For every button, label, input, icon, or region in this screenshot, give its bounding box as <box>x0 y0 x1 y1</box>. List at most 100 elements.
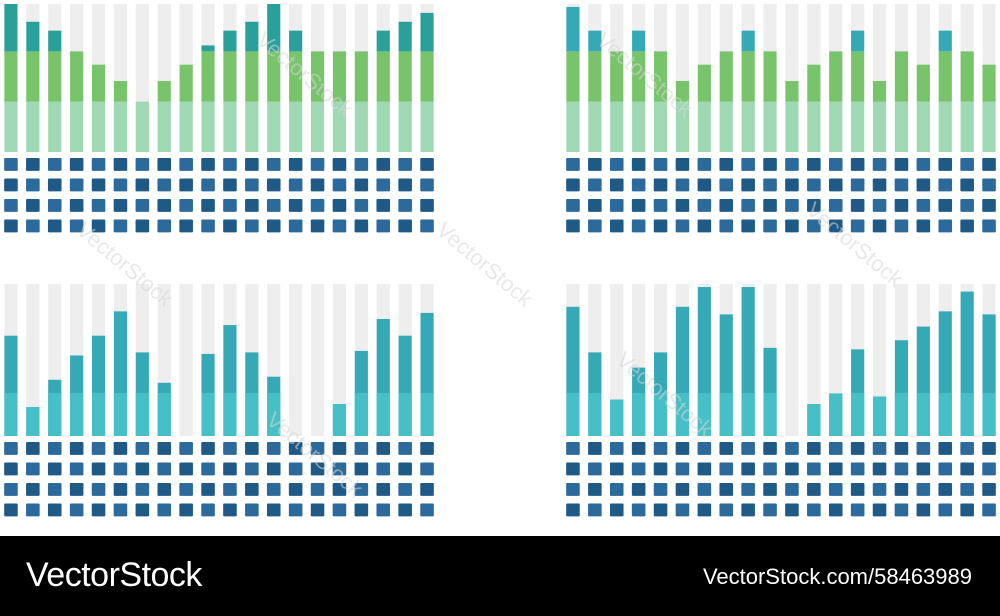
bar-segment <box>960 51 974 102</box>
grid-tile <box>609 462 624 476</box>
grid-tile <box>157 503 172 517</box>
grid-tile <box>938 178 953 192</box>
grid-tile <box>376 178 391 192</box>
grid-tile <box>916 219 931 233</box>
grid-tile <box>354 178 369 192</box>
grid-tile <box>566 178 580 192</box>
grid-tile <box>376 219 391 233</box>
grid-tile <box>113 462 128 476</box>
grid-tile <box>91 219 106 233</box>
bar-segment <box>982 101 996 152</box>
grid-tile <box>763 158 777 171</box>
grid-tile <box>807 219 821 233</box>
grid-tile <box>719 199 734 212</box>
bar-segment <box>894 51 909 102</box>
grid-tile <box>223 503 237 517</box>
grid-tile <box>631 442 646 455</box>
bar-base-band <box>91 393 106 436</box>
bar-segment <box>653 101 668 152</box>
grid-tile <box>223 442 237 455</box>
grid-tile <box>223 483 237 496</box>
grid-tile <box>135 199 150 212</box>
bar-base-band <box>588 393 602 436</box>
grid-tile <box>332 178 347 192</box>
grid-tile <box>609 219 624 233</box>
grid-tile <box>288 158 303 171</box>
bar-segment <box>653 51 668 102</box>
grid-tile <box>960 503 974 517</box>
bar-segment <box>420 101 434 152</box>
bar-segment <box>201 51 215 102</box>
grid-tile <box>91 442 106 455</box>
grid-tile <box>420 158 434 171</box>
grid-tile <box>894 219 909 233</box>
grid-tile <box>354 503 369 517</box>
grid-tile <box>179 483 193 496</box>
bar-segment <box>201 45 215 52</box>
bar-segment <box>113 101 128 152</box>
grid-tile <box>201 158 215 171</box>
grid-tile <box>113 158 128 171</box>
grid-tile <box>609 503 624 517</box>
bar-segment <box>938 30 952 52</box>
grid-tile <box>960 178 974 192</box>
bar-segment <box>763 101 777 152</box>
grid-tile <box>938 199 953 212</box>
grid-tile <box>47 158 62 171</box>
grid-tile <box>916 178 931 192</box>
grid-tile <box>960 158 974 171</box>
bar-segment <box>289 30 303 52</box>
grid-tile <box>785 199 799 212</box>
grid-tile <box>201 442 215 455</box>
bar-base-band <box>982 393 996 436</box>
grid-tile <box>4 178 18 192</box>
grid-tile <box>894 442 909 455</box>
grid-tile <box>310 442 325 455</box>
grid-tile <box>588 483 602 496</box>
bar-track <box>310 284 325 436</box>
grid-tile <box>719 219 734 233</box>
bar-segment <box>398 21 412 52</box>
grid-tile <box>310 503 325 517</box>
bar-segment <box>354 101 368 152</box>
grid-tile <box>741 483 755 496</box>
grid-tile <box>828 178 843 192</box>
grid-tile <box>719 442 734 455</box>
grid-tile <box>245 199 259 212</box>
grid-tile <box>938 483 953 496</box>
grid-tile <box>332 483 347 496</box>
grid-tile <box>332 462 347 476</box>
grid-tile <box>288 219 303 233</box>
grid-tile <box>354 158 369 171</box>
grid-tile <box>982 219 996 233</box>
bar-base-band <box>632 393 646 436</box>
grid-tile <box>135 442 150 455</box>
grid-tile <box>26 219 40 233</box>
grid-tile <box>872 219 887 233</box>
bar-base-band <box>807 404 821 436</box>
bar-segment <box>223 51 237 102</box>
grid-tile <box>26 158 40 171</box>
grid-tile <box>354 483 369 496</box>
grid-tile <box>245 178 259 192</box>
grid-tile <box>310 199 325 212</box>
bar-base-band <box>113 393 128 436</box>
bar-segment <box>179 64 193 102</box>
grid-tile <box>113 178 128 192</box>
grid-tile <box>675 199 690 212</box>
bar-segment <box>332 101 347 152</box>
grid-tile <box>157 158 172 171</box>
bar-segment <box>872 80 887 102</box>
grid-tile <box>894 503 909 517</box>
grid-tile <box>398 503 412 517</box>
bar-segment <box>566 101 580 152</box>
grid-tile <box>697 199 712 212</box>
grid-tile <box>420 442 434 455</box>
grid-tile <box>157 199 172 212</box>
bar-segment <box>310 101 325 152</box>
bar-base-band <box>201 393 215 436</box>
grid-tile <box>354 219 369 233</box>
grid-tile <box>26 178 40 192</box>
bar-segment <box>872 101 887 152</box>
grid-tile <box>4 219 18 233</box>
